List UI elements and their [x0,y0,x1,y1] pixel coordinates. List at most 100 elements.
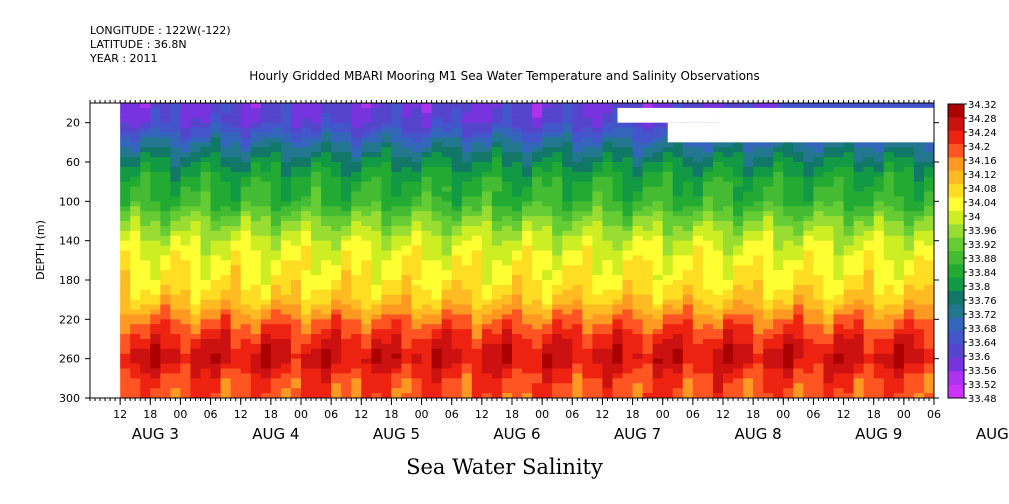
heatmap-cell [431,339,443,345]
heatmap-cell [331,112,342,119]
heatmap-cell [280,225,292,232]
heatmap-cell [260,299,272,306]
heatmap-cell [883,309,895,316]
heatmap-cell [602,103,614,109]
heatmap-cell [260,103,272,109]
heatmap-cell [200,211,212,217]
heatmap-cell [562,206,573,212]
heatmap-cell [290,343,302,350]
heatmap-cell [250,112,262,119]
heatmap-cell [401,201,413,207]
heatmap-cell [853,304,865,311]
heatmap-cell [753,152,764,158]
heatmap-cell [331,334,342,340]
heatmap-cell [451,388,463,394]
heatmap-cell [411,166,423,173]
heatmap-cell [572,339,583,345]
heatmap-cell [401,324,413,330]
heatmap-cell [672,299,684,306]
heatmap-cell [612,240,624,247]
heatmap-cell [813,176,825,183]
heatmap-cell [371,211,382,217]
heatmap-cell [692,166,704,173]
heatmap-cell [853,353,865,360]
heatmap-cell [220,240,232,247]
heatmap-cell [351,358,362,365]
heatmap-cell [913,201,925,207]
heatmap-cell [501,162,513,168]
heatmap-cell [260,162,272,168]
heatmap-cell [602,334,614,340]
heatmap-cell [321,334,332,340]
heatmap-cell [733,275,744,281]
heatmap-cell [301,196,312,202]
heatmap-cell [642,196,654,202]
heatmap-cell [542,280,553,286]
heatmap-cell [662,334,674,340]
heatmap-cell [240,225,252,232]
heatmap-cell [481,122,493,129]
heatmap-cell [160,275,171,281]
heatmap-cell [220,348,232,355]
heatmap-cell [893,240,905,247]
heatmap-cell [411,304,423,311]
heatmap-cell [793,211,804,217]
heatmap-cell [361,324,372,330]
heatmap-cell [753,265,764,271]
heatmap-cell [230,289,242,296]
heatmap-cell [572,117,583,124]
heatmap-cell [702,309,714,316]
heatmap-cell [783,284,794,291]
heatmap-cell [461,314,473,320]
heatmap-cell [793,358,804,365]
heatmap-cell [230,260,242,266]
heatmap-cell [421,171,433,178]
heatmap-cell [582,245,593,252]
heatmap-cell [833,181,845,188]
heatmap-cell [602,363,614,370]
heatmap-cell [311,216,322,222]
heatmap-cell [512,260,523,266]
heatmap-cell [170,201,182,207]
heatmap-cell [431,157,443,163]
heatmap-cell [773,230,784,237]
heatmap-cell [753,250,764,257]
heatmap-cell [501,132,513,139]
heatmap-cell [793,196,804,202]
heatmap-cell [873,319,885,325]
heatmap-cell [833,304,845,311]
heatmap-cell [351,250,362,257]
heatmap-cell [863,270,875,276]
heatmap-cell [371,206,382,212]
heatmap-cell [140,250,151,257]
heatmap-cell [652,211,664,217]
heatmap-cell [813,235,825,242]
heatmap-cell [431,265,443,271]
heatmap-cell [803,329,815,335]
heatmap-cell [702,294,714,301]
heatmap-cell [351,186,362,193]
heatmap-cell [602,122,614,129]
heatmap-cell [873,221,885,227]
heatmap-cell [883,363,895,370]
heatmap-cell [552,103,563,109]
heatmap-cell [451,152,463,158]
heatmap-cell [893,147,905,153]
heatmap-cell [652,152,664,158]
heatmap-cell [562,235,573,242]
heatmap-cell [843,245,855,252]
heatmap-cell [280,103,292,109]
heatmap-cell [130,127,141,134]
heatmap-cell [150,117,161,124]
heatmap-cell [542,137,553,143]
heatmap-cell [622,343,634,350]
heatmap-cell [381,348,393,355]
heatmap-cell [522,117,533,124]
heatmap-cell [773,255,784,261]
heatmap-cell [723,343,734,350]
heatmap-cell [642,191,654,198]
heatmap-cell [763,299,774,306]
heatmap-cell [592,201,604,207]
heatmap-cell [813,270,825,276]
heatmap-cell [682,250,694,257]
